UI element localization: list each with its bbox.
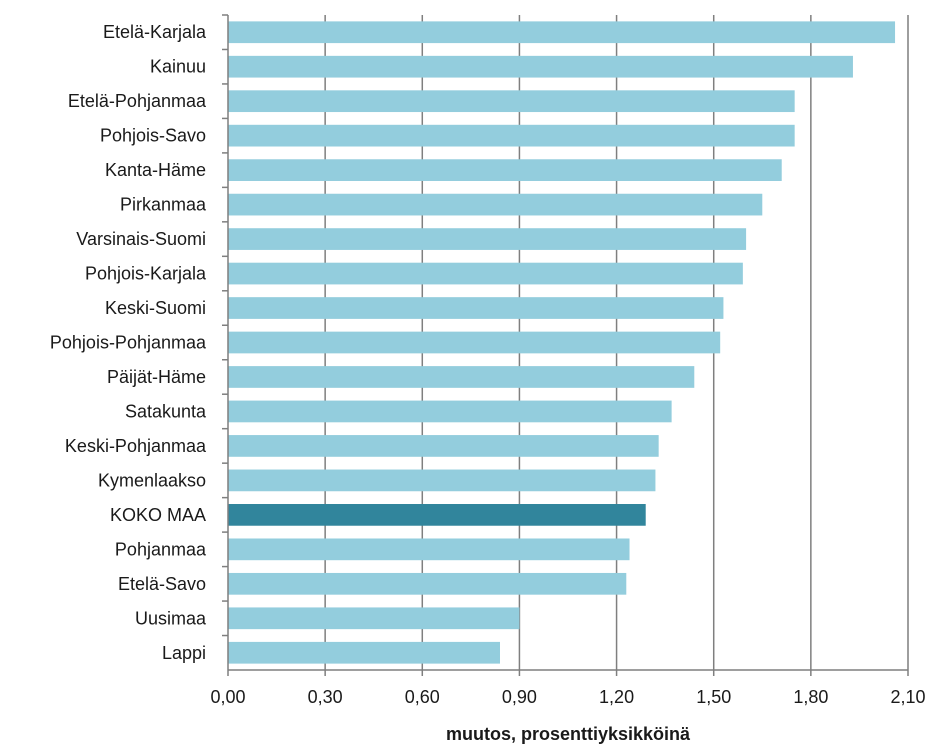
category-label: Kainuu	[150, 57, 206, 77]
category-label: Etelä-Karjala	[103, 22, 207, 42]
bar	[228, 55, 853, 78]
bars	[228, 21, 896, 664]
category-label: Pohjois-Savo	[100, 126, 206, 146]
x-tick-label: 0,90	[502, 687, 537, 707]
bar	[228, 538, 630, 561]
category-label: Kanta-Häme	[105, 160, 206, 180]
bar	[228, 435, 659, 457]
category-label: Etelä-Savo	[118, 574, 206, 594]
bar	[228, 331, 721, 354]
bar	[228, 400, 672, 423]
bar	[228, 366, 695, 388]
category-label: Satakunta	[125, 401, 207, 421]
x-tick-label: 2,10	[890, 687, 925, 707]
category-label: Keski-Pohjanmaa	[65, 436, 207, 456]
x-tick-label: 1,20	[599, 687, 634, 707]
category-label: Kymenlaakso	[98, 470, 206, 490]
bar	[228, 228, 747, 250]
category-label: KOKO MAA	[110, 505, 206, 525]
bar	[228, 641, 500, 664]
category-label: Pohjois-Pohjanmaa	[50, 333, 207, 353]
bar	[228, 607, 520, 630]
bar	[228, 572, 627, 595]
x-tick-label: 0,30	[308, 687, 343, 707]
axes	[222, 14, 909, 676]
category-label: Etelä-Pohjanmaa	[68, 91, 207, 111]
category-label: Varsinais-Suomi	[76, 229, 206, 249]
bar	[228, 469, 656, 492]
category-label: Päijät-Häme	[107, 367, 206, 387]
bar	[228, 124, 795, 147]
x-tick-label: 0,60	[405, 687, 440, 707]
category-label: Keski-Suomi	[105, 298, 206, 318]
x-axis-title: muutos, prosenttiyksikköinä	[446, 724, 691, 744]
bar	[228, 297, 724, 319]
category-labels: Etelä-Karjala Kainuu Etelä-Pohjanmaa Pohjoi…	[50, 22, 207, 663]
bar	[228, 159, 782, 181]
bar	[228, 21, 896, 44]
x-tick-label: 1,50	[696, 687, 731, 707]
bar	[228, 262, 743, 285]
category-label: Pohjois-Karjala	[85, 264, 207, 284]
x-tick-labels: 0,00 0,30 0,60 0,90 1,20 1,50 1,80 2,10	[210, 687, 925, 707]
category-label: Pohjanmaa	[115, 539, 207, 559]
category-label: Lappi	[162, 643, 206, 663]
x-tick-label: 0,00	[210, 687, 245, 707]
x-tick-label: 1,80	[793, 687, 828, 707]
bar	[228, 90, 795, 113]
category-label: Uusimaa	[135, 608, 207, 628]
bar	[228, 193, 763, 216]
category-label: Pirkanmaa	[120, 195, 207, 215]
bar	[228, 504, 646, 526]
